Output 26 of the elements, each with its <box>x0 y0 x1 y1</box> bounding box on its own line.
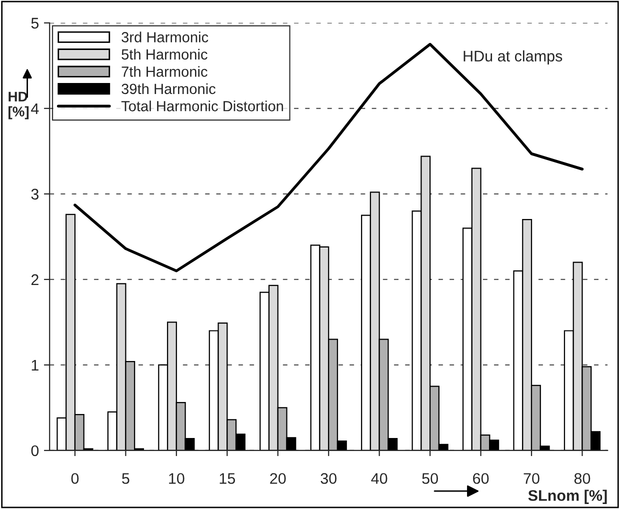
annotation: HDu at clamps <box>464 50 562 65</box>
x-tick-label: 40 <box>371 473 388 484</box>
y-tick-label: 3 <box>31 188 39 200</box>
legend-label: Total Harmonic Distortion <box>121 100 284 112</box>
y-axis-title: HD [%] <box>8 92 29 120</box>
legend-label: 7th Harmonic <box>122 66 208 77</box>
y-tick-label: 4 <box>31 103 39 114</box>
x-tick-label: 0 <box>71 473 79 484</box>
y-tick-label: 5 <box>31 18 39 29</box>
y-tick-label: 1 <box>32 360 38 370</box>
x-tick-label: 70 <box>524 473 540 484</box>
y-tick-label: 2 <box>31 274 38 285</box>
legend-label: 39th Harmonic <box>122 83 216 94</box>
x-tick-label: 20 <box>270 473 286 484</box>
x-tick-label: 15 <box>220 473 235 484</box>
y-tick-label: 0 <box>31 445 39 456</box>
x-tick-label: 50 <box>422 473 438 484</box>
x-tick-label: 60 <box>473 473 489 484</box>
legend-label: 5th Harmonic <box>122 48 208 60</box>
legend-label: 3rd Harmonic <box>122 32 208 42</box>
x-tick-label: 10 <box>169 473 184 484</box>
x-tick-label: 80 <box>574 473 590 484</box>
x-tick-label: 5 <box>122 473 130 484</box>
x-axis-title: SLnom [%] <box>528 490 607 504</box>
x-tick-label: 30 <box>320 473 336 484</box>
line-series <box>74 42 584 272</box>
